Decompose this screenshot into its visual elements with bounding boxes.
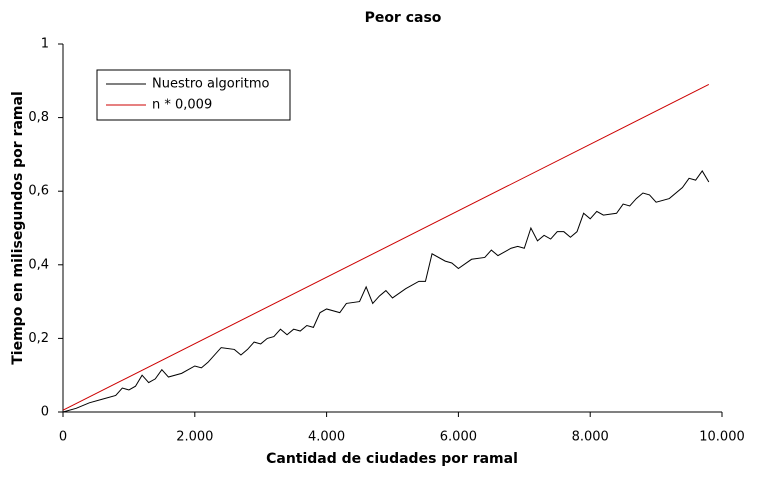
legend-box bbox=[96, 69, 291, 121]
legend-label: n * 0,009 bbox=[152, 98, 212, 113]
x-tick-label: 6.000 bbox=[440, 430, 477, 445]
y-tick-label: 0,2 bbox=[28, 331, 49, 346]
y-tick-label: 0,6 bbox=[28, 184, 49, 199]
y-tick-label: 1 bbox=[41, 37, 49, 52]
x-tick-label: 4.000 bbox=[308, 430, 345, 445]
x-tick-label: 10.000 bbox=[699, 430, 745, 445]
y-tick-label: 0,4 bbox=[28, 257, 49, 272]
x-tick-label: 0 bbox=[59, 430, 67, 445]
x-axis-label: Cantidad de ciudades por ramal bbox=[266, 451, 518, 467]
chart-title: Peor caso bbox=[365, 10, 442, 26]
x-tick-label: 2.000 bbox=[176, 430, 213, 445]
y-axis-label: Tiempo en milisegundos por ramal bbox=[10, 91, 26, 365]
y-tick-label: 0,8 bbox=[28, 110, 49, 125]
series-line bbox=[62, 84, 710, 411]
series-line bbox=[62, 170, 710, 413]
legend-label: Nuestro algoritmo bbox=[152, 77, 269, 92]
x-tick-label: 8.000 bbox=[572, 430, 609, 445]
y-tick-label: 0 bbox=[41, 405, 49, 420]
